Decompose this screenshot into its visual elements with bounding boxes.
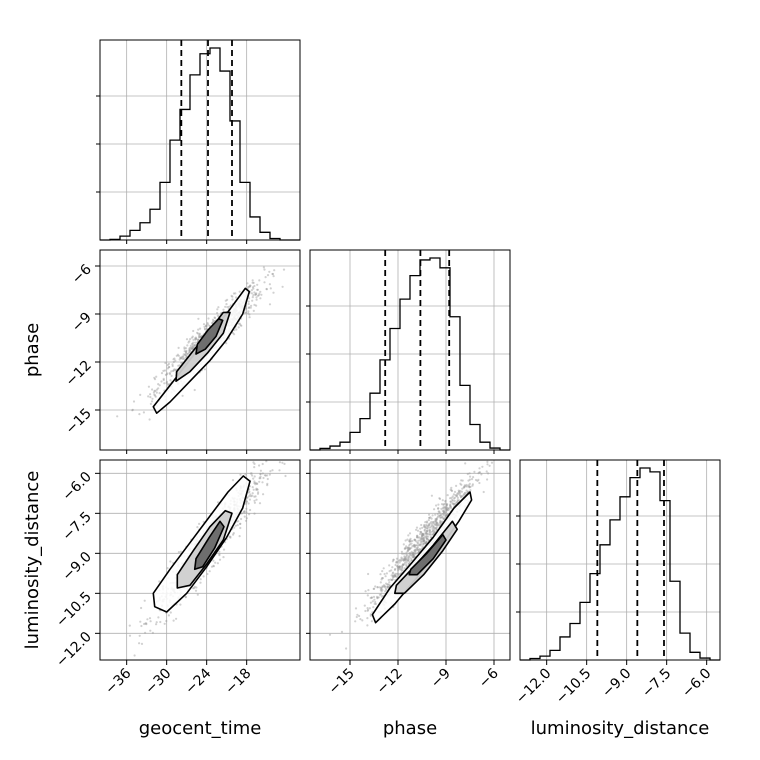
y-tick-label-luminosity-distance: −12.0	[53, 629, 95, 671]
joint-panel-phase-vs-luminosity-distance	[309, 459, 511, 661]
panels-layer: −36 −30 −24 −18 −15 −12 −9 −6 −12.0−10.5 −9.0 −7.5…	[53, 39, 721, 708]
x-tick-label-luminosity-distance: −7.5	[639, 666, 674, 701]
hist-frame-phase	[309, 249, 511, 451]
x-tick-label-phase: −6	[476, 665, 502, 691]
hist-frame-geocent-time	[99, 39, 301, 241]
y-tick-label-luminosity-distance: −7.5	[59, 509, 94, 544]
y-tick-label-phase: −12	[63, 358, 95, 390]
hist-bars-luminosity-distance	[520, 467, 720, 661]
hist-panel-luminosity-distance	[516, 459, 721, 661]
y-axis-title-luminosity-distance: luminosity_distance	[22, 471, 43, 650]
joint-frame	[99, 249, 301, 451]
x-tick-label-phase: −12	[374, 666, 406, 698]
hist-frame-luminosity-distance	[519, 459, 721, 661]
y-tick-label-luminosity-distance: −9.0	[59, 549, 94, 584]
x-axis-title-phase: phase	[383, 718, 437, 739]
x-tick-label-geocent-time: −18	[222, 666, 254, 698]
x-tick-label-luminosity-distance: −12.0	[513, 666, 555, 708]
x-tick-label-luminosity-distance: −10.5	[553, 666, 595, 708]
x-axis-title-geocent-time: geocent_time	[139, 718, 262, 739]
scatter-points-phase-vs-luminosity-distance	[328, 460, 494, 650]
x-tick-label-luminosity-distance: −6.0	[679, 666, 714, 701]
y-tick-label-phase: −15	[63, 406, 95, 438]
y-tick-label-luminosity-distance: −6.0	[59, 469, 94, 504]
y-tick-label-luminosity-distance: −10.5	[53, 589, 95, 631]
contour-level-3	[193, 520, 225, 571]
contour-level-3	[408, 533, 447, 576]
joint-frame	[99, 459, 301, 661]
x-tick-label-geocent-time: −30	[142, 666, 174, 698]
x-tick-label-geocent-time: −36	[102, 665, 134, 697]
y-tick-label-phase: −9	[69, 310, 95, 336]
hist-bars-phase	[310, 257, 510, 451]
y-tick-label-phase: −6	[69, 261, 95, 287]
hist-bars-geocent-time	[100, 47, 300, 241]
contour-level-3	[195, 317, 224, 355]
x-tick-label-geocent-time: −24	[182, 665, 214, 697]
x-tick-label-phase: −9	[428, 666, 454, 692]
hist-panel-phase	[306, 249, 511, 451]
y-axis-title-phase: phase	[22, 323, 43, 377]
joint-frame	[309, 459, 511, 661]
joint-panel-geocent-time-vs-luminosity-distance	[99, 459, 301, 661]
x-axis-title-luminosity-distance: luminosity_distance	[531, 718, 710, 739]
x-tick-label-luminosity-distance: −9.0	[599, 666, 634, 701]
x-tick-label-phase: −15	[326, 666, 358, 698]
hist-panel-geocent-time	[96, 39, 301, 241]
joint-panel-geocent-time-vs-phase	[99, 249, 301, 451]
